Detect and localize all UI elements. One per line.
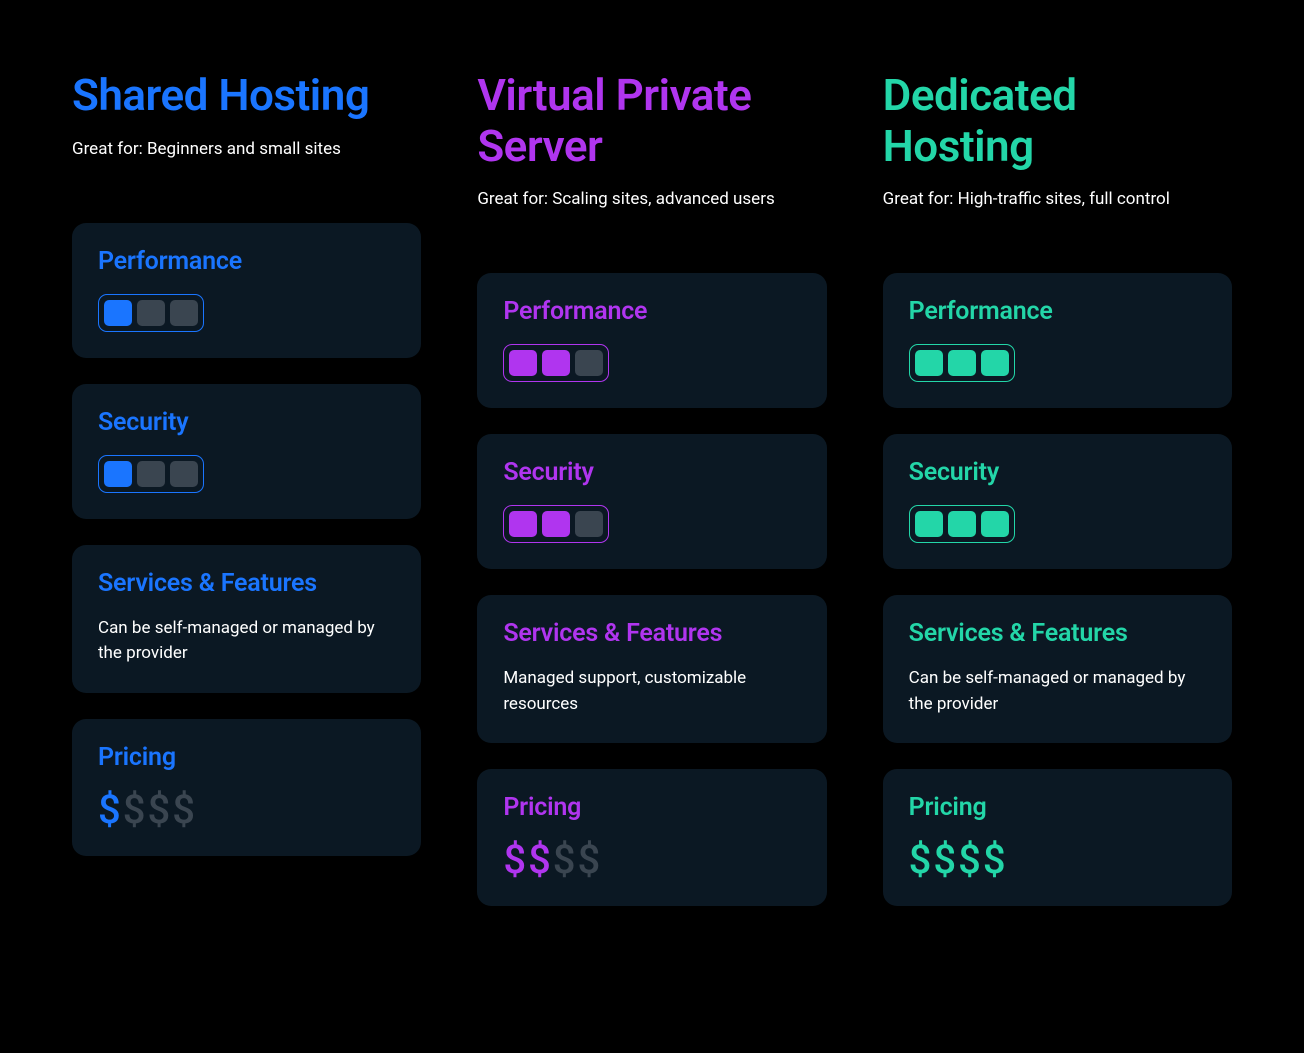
hosting-column-dedicated: Dedicated Hosting Great for: High-traffic…	[883, 70, 1232, 983]
security-bar-segment	[575, 511, 603, 537]
security-title: Security	[503, 458, 800, 487]
security-bar	[909, 505, 1015, 543]
performance-bar-segment	[509, 350, 537, 376]
hosting-column-shared: Shared Hosting Great for: Beginners and s…	[72, 70, 421, 983]
security-bar-segment	[104, 461, 132, 487]
great-for-text: High-traffic sites, full control	[958, 189, 1170, 209]
pricing-title: Pricing	[909, 793, 1206, 822]
performance-bar	[909, 344, 1015, 382]
column-subtitle: Great for: High-traffic sites, full cont…	[883, 189, 1232, 209]
performance-title: Performance	[98, 247, 395, 276]
pricing-indicator-symbol: $	[983, 840, 1006, 880]
services-text: Managed support, customizable resources	[503, 666, 800, 717]
performance-card: Performance	[477, 273, 826, 408]
security-bar-segment	[137, 461, 165, 487]
performance-bar	[503, 344, 609, 382]
services-title: Services & Features	[909, 619, 1206, 648]
hosting-column-vps: Virtual Private Server Great for: Scaling…	[477, 70, 826, 983]
great-for-prefix: Great for:	[883, 189, 958, 209]
pricing-title: Pricing	[503, 793, 800, 822]
pricing-indicator-symbol: $	[172, 790, 195, 830]
performance-title: Performance	[503, 297, 800, 326]
security-bar-segment	[542, 511, 570, 537]
security-card: Security	[477, 434, 826, 569]
performance-bar-segment	[104, 300, 132, 326]
security-bar-segment	[981, 511, 1009, 537]
performance-card: Performance	[883, 273, 1232, 408]
performance-title: Performance	[909, 297, 1206, 326]
great-for-prefix: Great for:	[72, 139, 147, 159]
pricing-indicator-symbol: $	[909, 840, 932, 880]
services-card: Services & Features Managed support, cust…	[477, 595, 826, 743]
great-for-prefix: Great for:	[477, 189, 552, 209]
performance-bar-segment	[948, 350, 976, 376]
great-for-text: Scaling sites, advanced users	[552, 189, 774, 209]
column-subtitle: Great for: Scaling sites, advanced users	[477, 189, 826, 209]
pricing-indicator-symbol: $	[123, 790, 146, 830]
pricing-indicator-symbol: $	[98, 790, 121, 830]
performance-bar-segment	[170, 300, 198, 326]
services-title: Services & Features	[503, 619, 800, 648]
security-title: Security	[98, 408, 395, 437]
services-title: Services & Features	[98, 569, 395, 598]
column-title: Virtual Private Server	[477, 70, 826, 171]
performance-bar-segment	[137, 300, 165, 326]
services-text: Can be self-managed or managed by the pr…	[98, 616, 395, 667]
security-title: Security	[909, 458, 1206, 487]
performance-bar	[98, 294, 204, 332]
pricing-indicator-symbol: $	[147, 790, 170, 830]
pricing-indicator-symbol: $	[553, 840, 576, 880]
pricing-indicator-symbol: $	[528, 840, 551, 880]
security-bar-segment	[948, 511, 976, 537]
pricing-indicator-symbol: $	[578, 840, 601, 880]
hosting-comparison-grid: Shared Hosting Great for: Beginners and s…	[72, 70, 1232, 983]
security-bar	[503, 505, 609, 543]
column-title: Dedicated Hosting	[883, 70, 1232, 171]
pricing-indicator-symbol: $	[958, 840, 981, 880]
pricing-title: Pricing	[98, 743, 395, 772]
pricing-indicator-symbol: $	[933, 840, 956, 880]
security-card: Security	[72, 384, 421, 519]
security-bar-segment	[915, 511, 943, 537]
security-bar-segment	[170, 461, 198, 487]
column-subtitle: Great for: Beginners and small sites	[72, 139, 421, 159]
services-text: Can be self-managed or managed by the pr…	[909, 666, 1206, 717]
pricing-indicator: $$$$	[98, 790, 395, 830]
pricing-indicator-symbol: $	[503, 840, 526, 880]
services-card: Services & Features Can be self-managed o…	[883, 595, 1232, 743]
pricing-card: Pricing$$$$	[72, 719, 421, 856]
performance-bar-segment	[915, 350, 943, 376]
pricing-indicator: $$$$	[503, 840, 800, 880]
great-for-text: Beginners and small sites	[147, 139, 341, 159]
performance-bar-segment	[575, 350, 603, 376]
pricing-indicator: $$$$	[909, 840, 1206, 880]
performance-bar-segment	[981, 350, 1009, 376]
security-bar-segment	[509, 511, 537, 537]
security-card: Security	[883, 434, 1232, 569]
performance-bar-segment	[542, 350, 570, 376]
services-card: Services & Features Can be self-managed o…	[72, 545, 421, 693]
security-bar	[98, 455, 204, 493]
column-title: Shared Hosting	[72, 70, 421, 121]
performance-card: Performance	[72, 223, 421, 358]
pricing-card: Pricing$$$$	[477, 769, 826, 906]
pricing-card: Pricing$$$$	[883, 769, 1232, 906]
